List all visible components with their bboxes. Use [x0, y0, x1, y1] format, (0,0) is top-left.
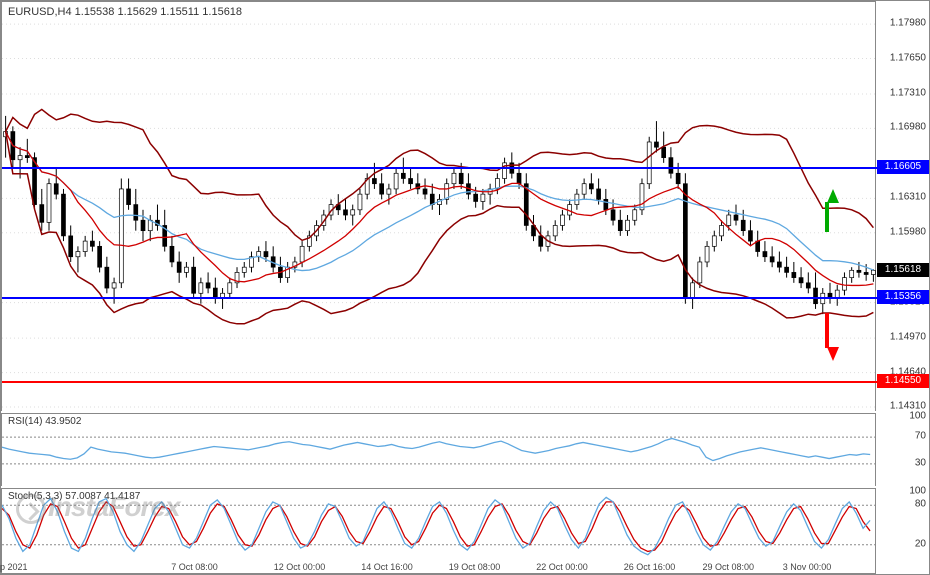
y-tick-label: 1.17980 — [890, 18, 926, 29]
x-tick: 27 Sep 2021 — [0, 562, 28, 572]
level-line — [2, 167, 877, 169]
x-tick: 14 Oct 16:00 — [361, 562, 413, 572]
watermark-icon — [16, 494, 46, 524]
y-tick-label: 1.16310 — [890, 192, 926, 203]
rsi-tick: 30 — [915, 457, 926, 468]
level-marker: 1.14550 — [877, 374, 929, 388]
stoch-tick: 100 — [909, 486, 926, 497]
price-panel[interactable]: EURUSD,H4 1.15538 1.15629 1.15511 1.1561… — [1, 1, 876, 411]
x-tick: 12 Oct 00:00 — [274, 562, 326, 572]
rsi-tick: 100 — [909, 411, 926, 422]
x-tick: 7 Oct 08:00 — [171, 562, 218, 572]
x-tick: 3 Nov 00:00 — [783, 562, 832, 572]
price-chart-svg — [2, 2, 877, 412]
level-line — [2, 297, 877, 299]
rsi-y-axis: 30 70 100 — [875, 413, 929, 486]
y-tick-label: 1.17310 — [890, 87, 926, 98]
current-price-marker: 1.15618 — [877, 263, 929, 277]
y-tick-label: 1.14970 — [890, 332, 926, 343]
watermark-text: InstaForex — [48, 491, 180, 522]
stoch-tick: 80 — [915, 499, 926, 510]
stoch-y-axis: 20 80 100 — [875, 488, 929, 574]
chart-container: EURUSD,H4 1.15538 1.15629 1.15511 1.1561… — [0, 0, 930, 575]
price-y-axis: 1.17980 1.17650 1.17310 1.16980 1.16310 1.159… — [875, 1, 929, 411]
y-tick-label: 1.16980 — [890, 122, 926, 133]
x-tick: 22 Oct 00:00 — [536, 562, 588, 572]
up-arrow-icon — [827, 189, 839, 203]
rsi-panel[interactable]: RSI(14) 43.9502 — [1, 413, 876, 486]
y-tick-label: 1.17650 — [890, 52, 926, 63]
y-tick-label: 1.15980 — [890, 226, 926, 237]
watermark-logo: InstaForex — [16, 491, 180, 524]
level-marker: 1.15356 — [877, 290, 929, 304]
x-tick: 26 Oct 16:00 — [624, 562, 676, 572]
x-tick: 29 Oct 08:00 — [702, 562, 754, 572]
down-arrow-icon — [827, 347, 839, 361]
level-line — [2, 381, 877, 383]
level-marker: 1.16605 — [877, 160, 929, 174]
stoch-tick: 20 — [915, 538, 926, 549]
rsi-tick: 70 — [915, 431, 926, 442]
time-x-axis: 27 Sep 2021 7 Oct 08:00 12 Oct 00:00 14 Oct… — [2, 558, 877, 572]
x-tick: 19 Oct 08:00 — [449, 562, 501, 572]
rsi-chart-svg — [2, 414, 877, 487]
